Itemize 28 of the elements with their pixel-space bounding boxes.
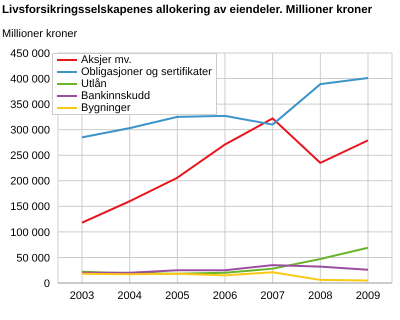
line-series xyxy=(81,264,369,274)
y-tick-label: 150 000 xyxy=(10,201,50,214)
legend-label: Bankinnskudd xyxy=(81,90,150,102)
x-tick-label: 2004 xyxy=(117,290,142,302)
y-tick-label: 200 000 xyxy=(10,176,50,188)
y-tick-label: 0 xyxy=(44,278,50,290)
line-series xyxy=(81,271,369,282)
y-tick-label: 350 000 xyxy=(10,99,50,112)
line-series xyxy=(81,117,369,224)
legend-label: Aksjer mv. xyxy=(81,54,132,66)
y-tick-label: 300 000 xyxy=(10,124,50,137)
y-tick-label: 50 000 xyxy=(16,252,50,264)
x-tick-label: 2005 xyxy=(165,290,190,302)
x-tick-label: 2007 xyxy=(260,290,285,302)
x-tick-label: 2003 xyxy=(70,290,94,302)
x-tick-label: 2008 xyxy=(308,290,333,302)
y-tick-label: 400 000 xyxy=(10,73,50,86)
chart-title: Livsforsikringsselskapenes allokering av eiendeler. Millioner kroner xyxy=(2,4,372,16)
y-tick-label: 450 000 xyxy=(10,48,50,60)
legend-label: Bygninger xyxy=(81,102,131,114)
x-tick-label: 2006 xyxy=(212,290,238,302)
y-tick-label: 250 000 xyxy=(10,150,50,162)
legend-label: Utlån xyxy=(81,78,107,90)
line-series xyxy=(81,77,369,138)
y-axis-title: Millioner kroner xyxy=(2,28,78,40)
legend-label: Obligasjoner og sertifikater xyxy=(81,66,212,78)
y-tick-label: 100 000 xyxy=(10,226,50,239)
x-tick-label: 2009 xyxy=(356,290,380,302)
